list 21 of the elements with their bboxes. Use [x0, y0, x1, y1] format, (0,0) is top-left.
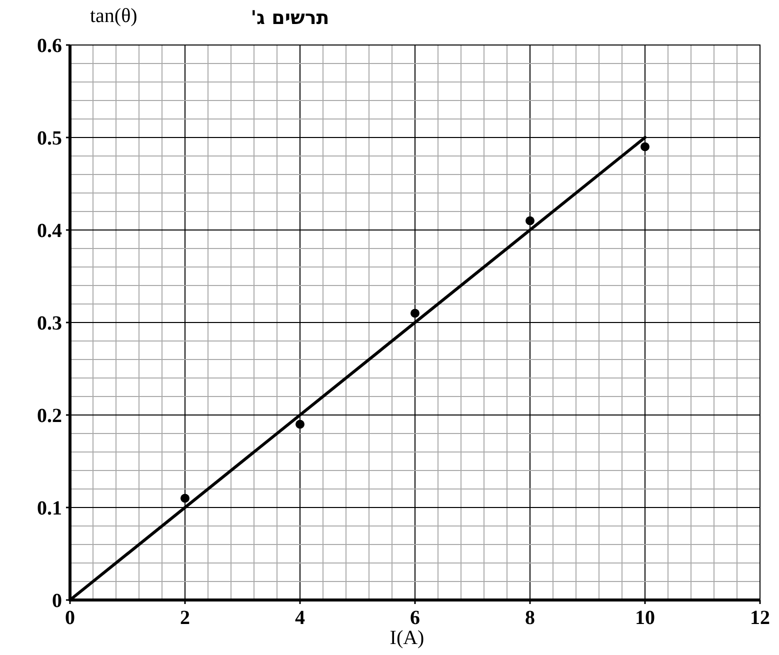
chart-title: תרשים ג': [250, 7, 330, 29]
x-tick-label: 4: [295, 607, 305, 629]
point: [296, 420, 304, 429]
y-tick-label: 0.6: [37, 35, 62, 57]
x-tick-label: 8: [525, 607, 535, 629]
y-tick-label: 0.5: [37, 128, 62, 150]
point: [526, 216, 534, 226]
point: [410, 308, 420, 318]
y-tick-label: 0.3: [37, 312, 62, 334]
x-tick-label: 6: [410, 607, 420, 629]
x-tick-label: 2: [180, 607, 190, 629]
x-tick-label: 10: [635, 607, 655, 629]
point: [640, 142, 650, 152]
y-tick-label: 0.4: [37, 220, 62, 242]
x-tick-label: 12: [750, 607, 770, 629]
y-tick-label: 0: [52, 590, 62, 612]
x-axis-title: I(A): [390, 627, 424, 649]
y-axis-title: tan(θ): [90, 5, 138, 27]
point: [180, 494, 190, 503]
y-tick-label: 0.2: [37, 405, 62, 427]
y-tick-label: 0.1: [37, 498, 62, 520]
